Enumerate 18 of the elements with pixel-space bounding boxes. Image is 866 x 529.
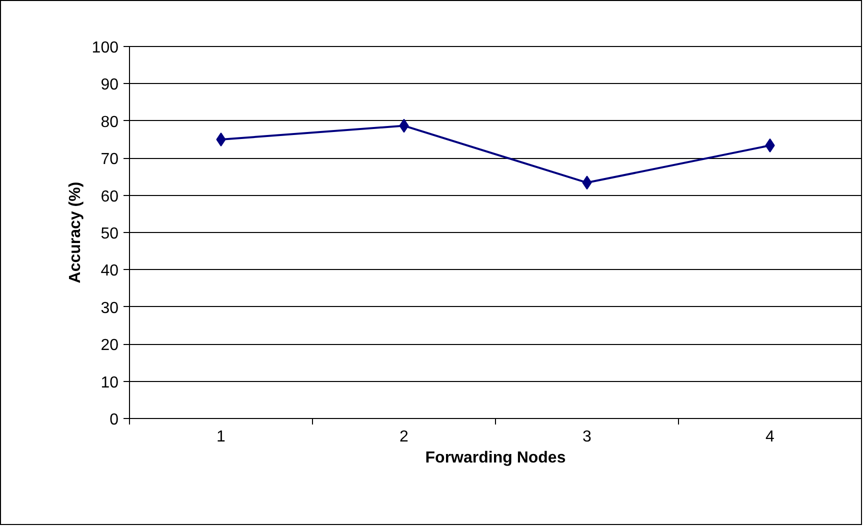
x-tick-label: 1	[216, 428, 226, 446]
y-tick-label: 20	[100, 337, 119, 354]
x-tick-label: 4	[766, 428, 775, 446]
y-tick-label: 100	[92, 40, 119, 56]
y-tick-label: 30	[100, 300, 119, 317]
y-tick-label: 80	[100, 114, 119, 131]
x-axis-title: Forwarding Nodes	[425, 450, 566, 466]
y-tick-label: 40	[100, 262, 119, 280]
y-axis-title: Accuracy (%)	[66, 182, 84, 284]
x-tick-label: 2	[400, 428, 409, 446]
y-tick-label: 70	[100, 151, 119, 168]
y-tick-label: 90	[100, 76, 119, 94]
x-tick-label: 3	[582, 428, 592, 446]
point	[216, 132, 226, 146]
y-tick-label: 60	[100, 188, 119, 206]
y-tick-label: 50	[100, 226, 119, 242]
y-tick-label: 10	[100, 374, 119, 392]
y-tick-label: 0	[110, 412, 119, 428]
